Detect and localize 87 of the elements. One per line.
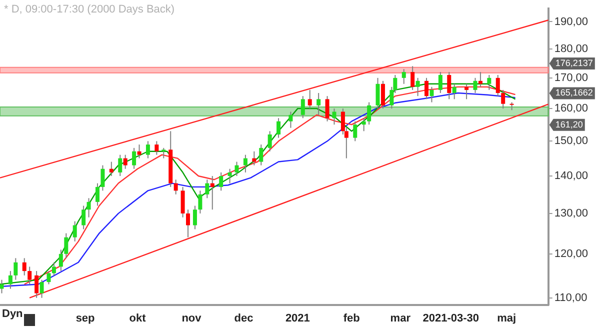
candlestick [402,68,406,84]
candlestick [34,270,39,298]
candlestick [192,205,197,230]
x-tick-label: maj [497,312,516,324]
candlestick [252,150,256,166]
candlestick [430,86,434,103]
candlestick [362,118,366,132]
x-tick-label: 2021 [285,312,310,324]
candlestick [146,140,150,159]
candlestick [376,77,380,110]
candlestick [109,161,114,177]
chart-title: * D, 09:00-17:30 (2000 Days Back) [4,4,175,16]
y-tick-label: 110,00 [554,292,588,304]
candlestick [95,182,100,206]
y-tick-label: 150,00 [554,135,588,148]
candlestick [464,83,469,100]
y-tick-label: 190,00 [554,16,588,28]
x-tick-label: dec [234,312,254,324]
text: Dyn [2,308,24,320]
candlestick [100,164,105,192]
candlestick [132,147,136,170]
candlestick [174,179,178,195]
candlestick [308,89,312,110]
candlestick [40,279,44,298]
candlestick [276,118,281,138]
candlestick [268,130,272,152]
candlestick [219,172,224,192]
candlestick [162,147,166,159]
x-tick-label: 2021-03-30 [422,312,480,324]
candlestick [186,209,190,238]
candlestick [487,74,492,90]
y-tick-label: 180,00 [554,43,588,56]
x-tick-label: sep [76,312,96,324]
candlestick [416,77,420,97]
candlestick [8,270,12,290]
candlestick [123,154,128,170]
candlestick [46,270,51,285]
candlestick [22,258,26,276]
candlestick [380,80,385,110]
candlestick [234,161,239,177]
candlestick [205,179,210,199]
candlestick [300,96,305,119]
candlestick [438,72,442,94]
candlestick [501,89,506,110]
y-tick-label: 140,00 [554,170,588,182]
candlestick [0,279,4,294]
candlestick [52,262,56,276]
candlestick [424,77,428,100]
candlestick [72,220,77,242]
candlestick [118,154,122,177]
candlestick [82,205,86,230]
candlestick [410,66,415,90]
candlestick [332,108,336,126]
text: 161,20 [555,119,583,130]
candlestick [473,77,478,94]
y-tick-label: 120,00 [554,248,588,260]
candlestick [198,190,202,214]
candlestick [210,176,214,210]
candlestick [353,120,358,142]
candlestick [228,168,232,184]
candlestick [58,249,63,272]
candlestick [243,154,248,173]
candlestick [478,72,482,88]
candlestick [452,83,456,100]
text: 176,2137 [555,58,593,68]
candlestick [316,92,321,116]
candlestick [154,140,159,156]
candlestick [259,144,264,166]
y-tick-label: 160,00 [554,102,588,115]
candlestick [64,232,68,259]
y-tick-label: 170,00 [554,72,588,84]
text: 165,1662 [555,88,593,98]
x-tick-label: mar [390,312,412,324]
x-tick-label: feb [343,312,360,324]
candlestick [86,198,91,218]
candlestick [496,74,500,97]
candlestick [28,266,32,285]
candlestick [367,102,372,126]
x-tick-label: nov [182,312,202,324]
candlestick [137,144,142,159]
candlestick [325,96,330,122]
x-tick-label: okt [129,312,146,324]
candlestick [447,72,452,100]
candlestick [288,111,293,128]
y-tick-label: 130,00 [554,207,588,220]
candlestick [14,258,18,280]
candlestick [180,186,185,218]
